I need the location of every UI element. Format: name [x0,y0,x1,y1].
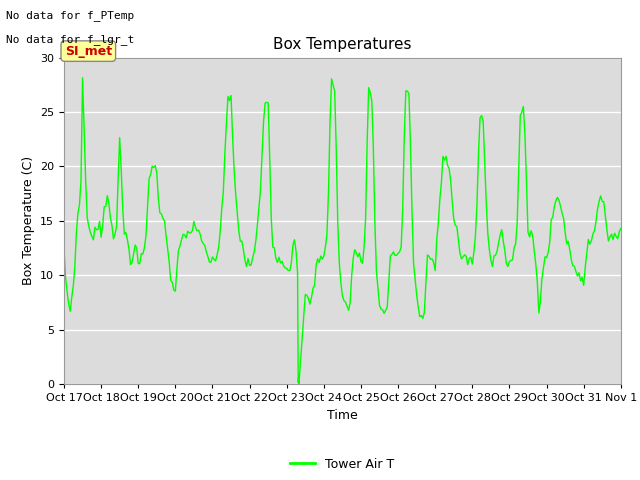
Text: SI_met: SI_met [65,45,112,58]
X-axis label: Time: Time [327,408,358,421]
Legend: Tower Air T: Tower Air T [285,453,399,476]
Text: No data for f_lgr_t: No data for f_lgr_t [6,34,134,45]
Text: No data for f_PTemp: No data for f_PTemp [6,10,134,21]
Title: Box Temperatures: Box Temperatures [273,37,412,52]
Y-axis label: Box Temperature (C): Box Temperature (C) [22,156,35,286]
